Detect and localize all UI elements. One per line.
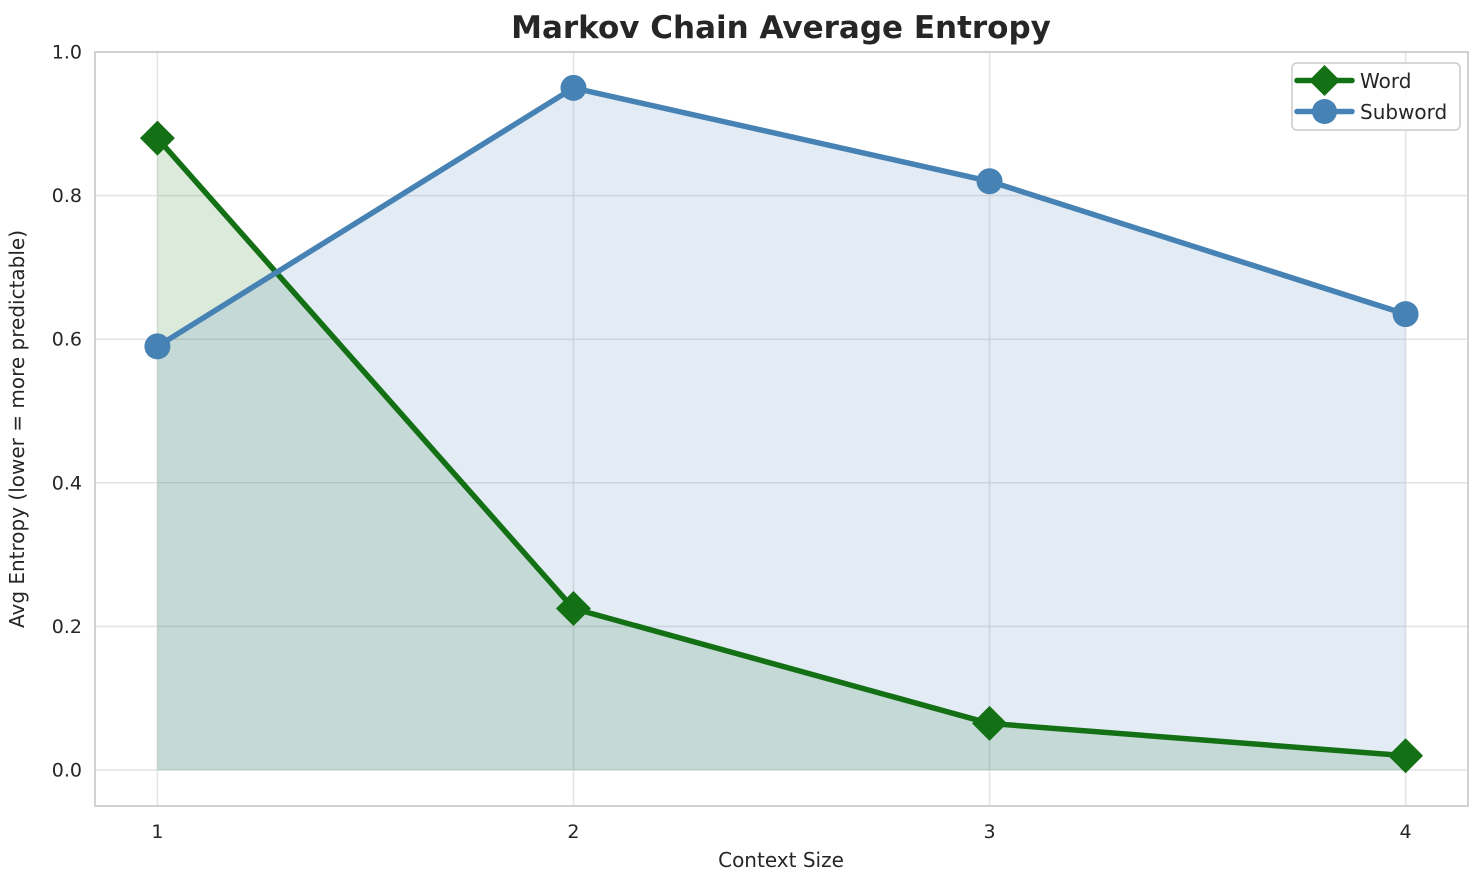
area-fills	[157, 87, 1406, 771]
subword-area-fill	[157, 87, 1406, 771]
y-tick-label: 0.6	[52, 329, 82, 351]
y-tick-label: 0.2	[52, 616, 82, 638]
data-series	[139, 74, 1424, 774]
subword-circle-marker	[144, 333, 171, 360]
legend-markers	[1294, 65, 1355, 124]
plot-border	[94, 51, 1469, 807]
legend-circle-icon	[1312, 99, 1337, 124]
axes-spines	[94, 51, 1469, 807]
x-tick-label: 3	[983, 821, 995, 843]
y-axis-label: Avg Entropy (lower = more predictable)	[5, 230, 29, 628]
word-diamond-marker	[972, 705, 1008, 741]
word-line-series	[154, 135, 1409, 759]
subword-line-series	[154, 85, 1409, 350]
subword-circle-marker	[1392, 301, 1419, 328]
legend-label-subword: Subword	[1360, 100, 1447, 124]
subword-circle-marker	[560, 74, 587, 101]
legend-label-word: Word	[1360, 69, 1411, 93]
y-axis-ticks: 0.0 0.2 0.4 0.6 0.8 1.0	[52, 42, 82, 782]
word-area-fill	[157, 138, 1406, 771]
word-diamond-marker	[139, 120, 175, 156]
y-tick-label: 0.8	[52, 185, 82, 207]
legend: Word Subword	[1291, 62, 1461, 131]
x-tick-label: 2	[567, 821, 579, 843]
x-axis-label: Context Size	[718, 848, 844, 872]
x-tick-label: 4	[1400, 821, 1412, 843]
x-tick-label: 1	[151, 821, 163, 843]
legend-diamond-icon	[1309, 65, 1340, 96]
y-tick-label: 1.0	[52, 42, 82, 64]
word-diamond-marker	[555, 591, 591, 627]
word-diamond-marker	[1388, 738, 1424, 774]
x-axis-ticks: 1 2 3 4	[151, 821, 1411, 843]
y-tick-label: 0.0	[52, 760, 82, 782]
subword-circle-marker	[976, 168, 1003, 195]
y-tick-label: 0.4	[52, 472, 82, 494]
chart-title: Markov Chain Average Entropy	[511, 10, 1051, 46]
